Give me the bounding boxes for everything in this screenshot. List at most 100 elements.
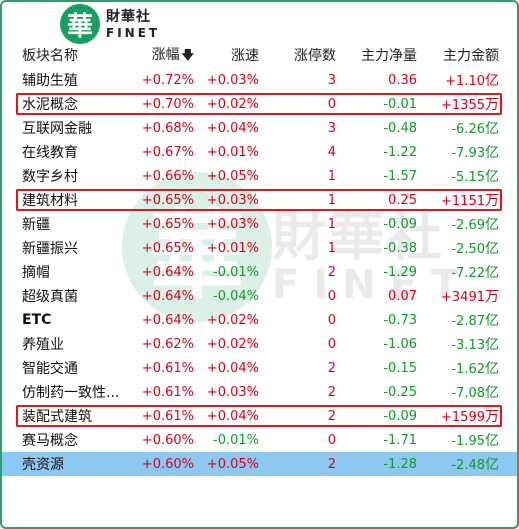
- finet-logo: 華 財華社 FINET: [60, 4, 180, 44]
- amount-unit: 亿: [485, 217, 499, 233]
- sector-name: 建筑材料: [22, 193, 78, 209]
- amount-value: -1.62亿: [451, 358, 499, 378]
- speed-value: +0.02%: [206, 336, 259, 352]
- limit-up-count: 2: [327, 384, 336, 400]
- amount-unit: 亿: [485, 457, 499, 473]
- change-value: +0.66%: [141, 168, 194, 184]
- amount-unit: 亿: [485, 361, 499, 377]
- speed-value: -0.01%: [213, 432, 259, 448]
- net-inflow-value: -0.15: [383, 360, 417, 376]
- finet-logo-text: 財華社 FINET: [106, 10, 160, 39]
- speed-value: +0.03%: [206, 384, 259, 400]
- finet-logo-mark-icon: 華: [60, 4, 100, 44]
- amount-number: +1355: [441, 98, 485, 113]
- change-value: +0.61%: [141, 408, 194, 424]
- net-inflow-value: -0.01: [383, 96, 417, 112]
- limit-up-count: 3: [327, 120, 336, 136]
- net-inflow-value: -1.06: [383, 336, 417, 352]
- change-value: +0.64%: [141, 288, 194, 304]
- amount-number: -2.87: [451, 314, 485, 329]
- limit-up-count: 0: [327, 312, 336, 328]
- amount-number: -7.22: [451, 266, 485, 281]
- brand-name-cn: 財華社: [106, 8, 151, 25]
- table-row[interactable]: 壳资源 +0.60% +0.05% 2 -1.28 -2.48亿: [2, 452, 517, 476]
- table-row[interactable]: 辅助生殖 +0.72% +0.03% 3 0.36 +1.10亿: [2, 68, 517, 92]
- table-row[interactable]: 水泥概念 +0.70% +0.02% 0 -0.01 +1355万: [2, 92, 517, 116]
- table-row[interactable]: 摘帽 +0.64% -0.01% 2 -1.29 -7.22亿: [2, 260, 517, 284]
- net-inflow-value: -1.22: [383, 144, 417, 160]
- table-row[interactable]: 互联网金融 +0.68% +0.04% 3 -0.48 -6.26亿: [2, 116, 517, 140]
- change-value: +0.65%: [141, 240, 194, 256]
- table-row[interactable]: 赛马概念 +0.60% -0.01% 0 -1.71 -1.95亿: [2, 428, 517, 452]
- change-value: +0.64%: [141, 264, 194, 280]
- amount-value: -7.22亿: [451, 262, 499, 282]
- speed-value: -0.01%: [213, 264, 259, 280]
- amount-value: +1599万: [441, 406, 499, 426]
- sector-name: 仿制药一致性...: [22, 385, 120, 401]
- amount-value: +1355万: [441, 94, 499, 114]
- amount-unit: 万: [485, 193, 499, 209]
- amount-value: -6.26亿: [451, 118, 499, 138]
- sector-name: ETC: [22, 312, 52, 328]
- table-row[interactable]: 装配式建筑 +0.61% +0.04% 2 -0.09 +1599万: [2, 404, 517, 428]
- amount-unit: 亿: [485, 73, 499, 89]
- net-inflow-value: -1.71: [383, 432, 417, 448]
- speed-value: +0.03%: [206, 72, 259, 88]
- table-row[interactable]: 新疆 +0.65% +0.03% 1 -0.09 -2.69亿: [2, 212, 517, 236]
- table-row[interactable]: 超级真菌 +0.64% -0.04% 0 0.07 +3491万: [2, 284, 517, 308]
- sector-name: 水泥概念: [22, 97, 78, 113]
- amount-number: -3.13: [451, 338, 485, 353]
- amount-value: -7.08亿: [451, 382, 499, 402]
- limit-up-count: 2: [327, 408, 336, 424]
- sector-name: 在线教育: [22, 145, 78, 161]
- amount-number: -2.50: [451, 242, 485, 257]
- brand-name-en: FINET: [106, 25, 161, 40]
- table-row[interactable]: 智能交通 +0.61% +0.04% 2 -0.15 -1.62亿: [2, 356, 517, 380]
- header-limit-up[interactable]: 涨停数: [294, 48, 336, 64]
- sector-name: 摘帽: [22, 265, 50, 281]
- sector-name: 辅助生殖: [22, 73, 78, 89]
- limit-up-count: 2: [327, 360, 336, 376]
- table-row[interactable]: 在线教育 +0.67% +0.01% 4 -1.22 -7.93亿: [2, 140, 517, 164]
- limit-up-count: 1: [327, 192, 336, 208]
- speed-value: +0.02%: [206, 312, 259, 328]
- table-row[interactable]: 建筑材料 +0.65% +0.03% 1 0.25 +1151万: [2, 188, 517, 212]
- table-row[interactable]: 仿制药一致性... +0.61% +0.03% 2 -0.25 -7.08亿: [2, 380, 517, 404]
- net-inflow-value: -0.73: [383, 312, 417, 328]
- sector-table: 板块名称 涨幅 🡇 涨速 涨停数 主力净量 主力金额 辅助生殖 +0.72% +0.0…: [2, 42, 517, 476]
- header-change[interactable]: 涨幅 🡇: [152, 44, 194, 67]
- sector-name: 智能交通: [22, 361, 78, 377]
- sector-name: 新疆振兴: [22, 241, 78, 257]
- amount-number: -1.62: [451, 362, 485, 377]
- sector-name: 数字乡村: [22, 169, 78, 185]
- limit-up-count: 0: [327, 432, 336, 448]
- amount-number: +1.10: [445, 74, 485, 89]
- sector-name: 新疆: [22, 217, 50, 233]
- sector-name: 养殖业: [22, 337, 64, 353]
- sector-name: 超级真菌: [22, 289, 78, 305]
- limit-up-count: 1: [327, 168, 336, 184]
- header-speed[interactable]: 涨速: [231, 48, 259, 64]
- table-row[interactable]: 新疆振兴 +0.65% +0.01% 1 -0.38 -2.50亿: [2, 236, 517, 260]
- table-row[interactable]: ETC +0.64% +0.02% 0 -0.73 -2.87亿: [2, 308, 517, 332]
- speed-value: +0.05%: [206, 456, 259, 472]
- amount-unit: 亿: [485, 169, 499, 185]
- header-amount[interactable]: 主力金额: [443, 48, 499, 64]
- header-sector-name[interactable]: 板块名称: [22, 48, 78, 64]
- amount-value: -2.69亿: [451, 214, 499, 234]
- amount-unit: 亿: [485, 433, 499, 449]
- table-row[interactable]: 数字乡村 +0.66% +0.05% 1 -1.57 -5.15亿: [2, 164, 517, 188]
- highlight-box: [16, 93, 502, 115]
- header-net-inflow[interactable]: 主力净量: [361, 48, 417, 64]
- change-value: +0.67%: [141, 144, 194, 160]
- change-value: +0.68%: [141, 120, 194, 136]
- change-value: +0.64%: [141, 312, 194, 328]
- speed-value: +0.01%: [206, 240, 259, 256]
- amount-unit: 万: [485, 97, 499, 113]
- amount-number: +1599: [441, 410, 485, 425]
- amount-number: -7.08: [451, 386, 485, 401]
- sort-desc-icon[interactable]: 🡇: [181, 47, 194, 62]
- change-value: +0.72%: [141, 72, 194, 88]
- table-row[interactable]: 养殖业 +0.62% +0.02% 0 -1.06 -3.13亿: [2, 332, 517, 356]
- limit-up-count: 1: [327, 216, 336, 232]
